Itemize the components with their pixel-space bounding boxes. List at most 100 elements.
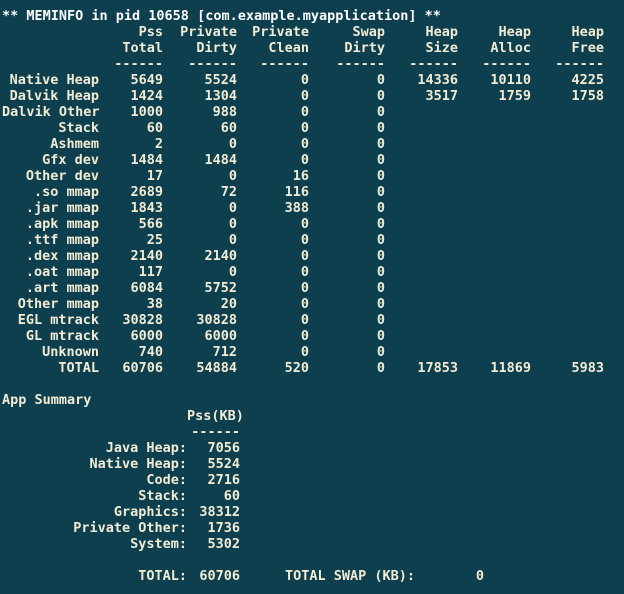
row-value <box>458 312 531 328</box>
row-value: 0 <box>228 200 237 216</box>
summary-value: 38312 <box>199 504 240 520</box>
row-value: 0 <box>376 168 385 184</box>
row-value: 2 <box>154 136 163 152</box>
row-value: 0 <box>228 136 237 152</box>
column-divider: ------ <box>260 56 309 72</box>
row-value: 388 <box>284 200 309 216</box>
row-value: 14336 <box>417 72 458 88</box>
row-value: 0 <box>300 232 309 248</box>
summary-label: Graphics: <box>113 504 187 520</box>
row-value <box>385 136 458 152</box>
row-value: 1304 <box>204 88 237 104</box>
row-value: 60 <box>220 120 237 136</box>
row-value <box>458 328 531 344</box>
summary-row: Graphics: 38312 <box>2 504 624 520</box>
row-value: 0 <box>376 328 385 344</box>
row-value: 25 <box>146 232 163 248</box>
summary-total-row: TOTAL: 60706 TOTAL SWAP (KB): 0 <box>2 568 624 584</box>
row-label: Gfx dev <box>42 152 99 168</box>
row-value <box>385 152 458 168</box>
summary-row: Stack: 60 <box>2 488 624 504</box>
summary-label-spacer <box>2 408 187 424</box>
row-value: 30828 <box>196 312 237 328</box>
row-value <box>531 264 604 280</box>
table-row: Dalvik Other 1000 988 0 0 <box>2 104 624 120</box>
row-label: .art mmap <box>25 280 99 296</box>
summary-value: 7056 <box>207 440 240 456</box>
row-value: 20 <box>220 296 237 312</box>
summary-header-row: Pss(KB) <box>2 408 624 424</box>
row-value: 0 <box>376 360 385 376</box>
row-value <box>531 344 604 360</box>
table-row: .dex mmap 2140 2140 0 0 <box>2 248 624 264</box>
column-header: Heap <box>498 24 531 40</box>
row-value: 988 <box>212 104 237 120</box>
summary-value: 60 <box>223 488 240 504</box>
table-row: .ttf mmap 25 0 0 0 <box>2 232 624 248</box>
column-header: Private <box>252 24 309 40</box>
row-value <box>385 168 458 184</box>
row-value: 6000 <box>130 328 163 344</box>
table-row: Other dev 17 0 16 0 <box>2 168 624 184</box>
column-header: Private <box>180 24 237 40</box>
summary-label: Native Heap: <box>89 456 187 472</box>
row-value <box>531 232 604 248</box>
summary-label-spacer <box>2 424 187 440</box>
table-row: Gfx dev 1484 1484 0 0 <box>2 152 624 168</box>
row-value: 0 <box>300 296 309 312</box>
summary-swap-label: TOTAL SWAP (KB): <box>284 568 415 584</box>
column-divider: ------ <box>114 56 163 72</box>
row-value: 0 <box>376 280 385 296</box>
meminfo-header-row: Total Dirty Clean Dirty Size Alloc Free <box>2 40 624 56</box>
row-value <box>385 344 458 360</box>
table-row: Native Heap 5649 5524 0 0 14336 10110 4225 <box>2 72 624 88</box>
summary-value: 1736 <box>207 520 240 536</box>
row-value: 0 <box>376 216 385 232</box>
row-value: 1759 <box>498 88 531 104</box>
row-value: 2689 <box>130 184 163 200</box>
row-value: 0 <box>300 104 309 120</box>
column-header: Heap <box>571 24 604 40</box>
row-value: 0 <box>300 248 309 264</box>
table-row: EGL mtrack 30828 30828 0 0 <box>2 312 624 328</box>
row-value: 0 <box>300 280 309 296</box>
row-value <box>458 136 531 152</box>
row-value: 0 <box>376 104 385 120</box>
summary-column-header: Pss(KB) <box>187 408 244 424</box>
row-value: 0 <box>376 248 385 264</box>
table-row: .art mmap 6084 5752 0 0 <box>2 280 624 296</box>
column-header: Alloc <box>490 40 531 56</box>
row-value: 0 <box>228 232 237 248</box>
column-header: Swap <box>352 24 385 40</box>
row-value: 0 <box>376 88 385 104</box>
row-value: 3517 <box>425 88 458 104</box>
row-value: 116 <box>284 184 309 200</box>
row-value: 0 <box>376 296 385 312</box>
row-label: Ashmem <box>50 136 99 152</box>
blank-line <box>2 376 624 392</box>
row-label: .ttf mmap <box>25 232 99 248</box>
row-value <box>458 104 531 120</box>
row-value <box>458 248 531 264</box>
summary-row: Private Other: 1736 <box>2 520 624 536</box>
row-value: 0 <box>300 312 309 328</box>
row-value: 0 <box>376 264 385 280</box>
row-value <box>385 328 458 344</box>
row-value: 54884 <box>196 360 237 376</box>
row-value: 0 <box>228 264 237 280</box>
column-header: Size <box>425 40 458 56</box>
row-value <box>385 248 458 264</box>
row-value <box>385 232 458 248</box>
row-label-spacer <box>2 56 99 72</box>
row-value <box>385 312 458 328</box>
table-row: .apk mmap 566 0 0 0 <box>2 216 624 232</box>
summary-row: Code: 2716 <box>2 472 624 488</box>
row-label: .dex mmap <box>25 248 99 264</box>
column-header: Clean <box>268 40 309 56</box>
row-value: 17853 <box>417 360 458 376</box>
row-value <box>385 280 458 296</box>
row-value <box>385 104 458 120</box>
row-value: 5752 <box>204 280 237 296</box>
row-value: 60706 <box>122 360 163 376</box>
row-value: 0 <box>376 184 385 200</box>
